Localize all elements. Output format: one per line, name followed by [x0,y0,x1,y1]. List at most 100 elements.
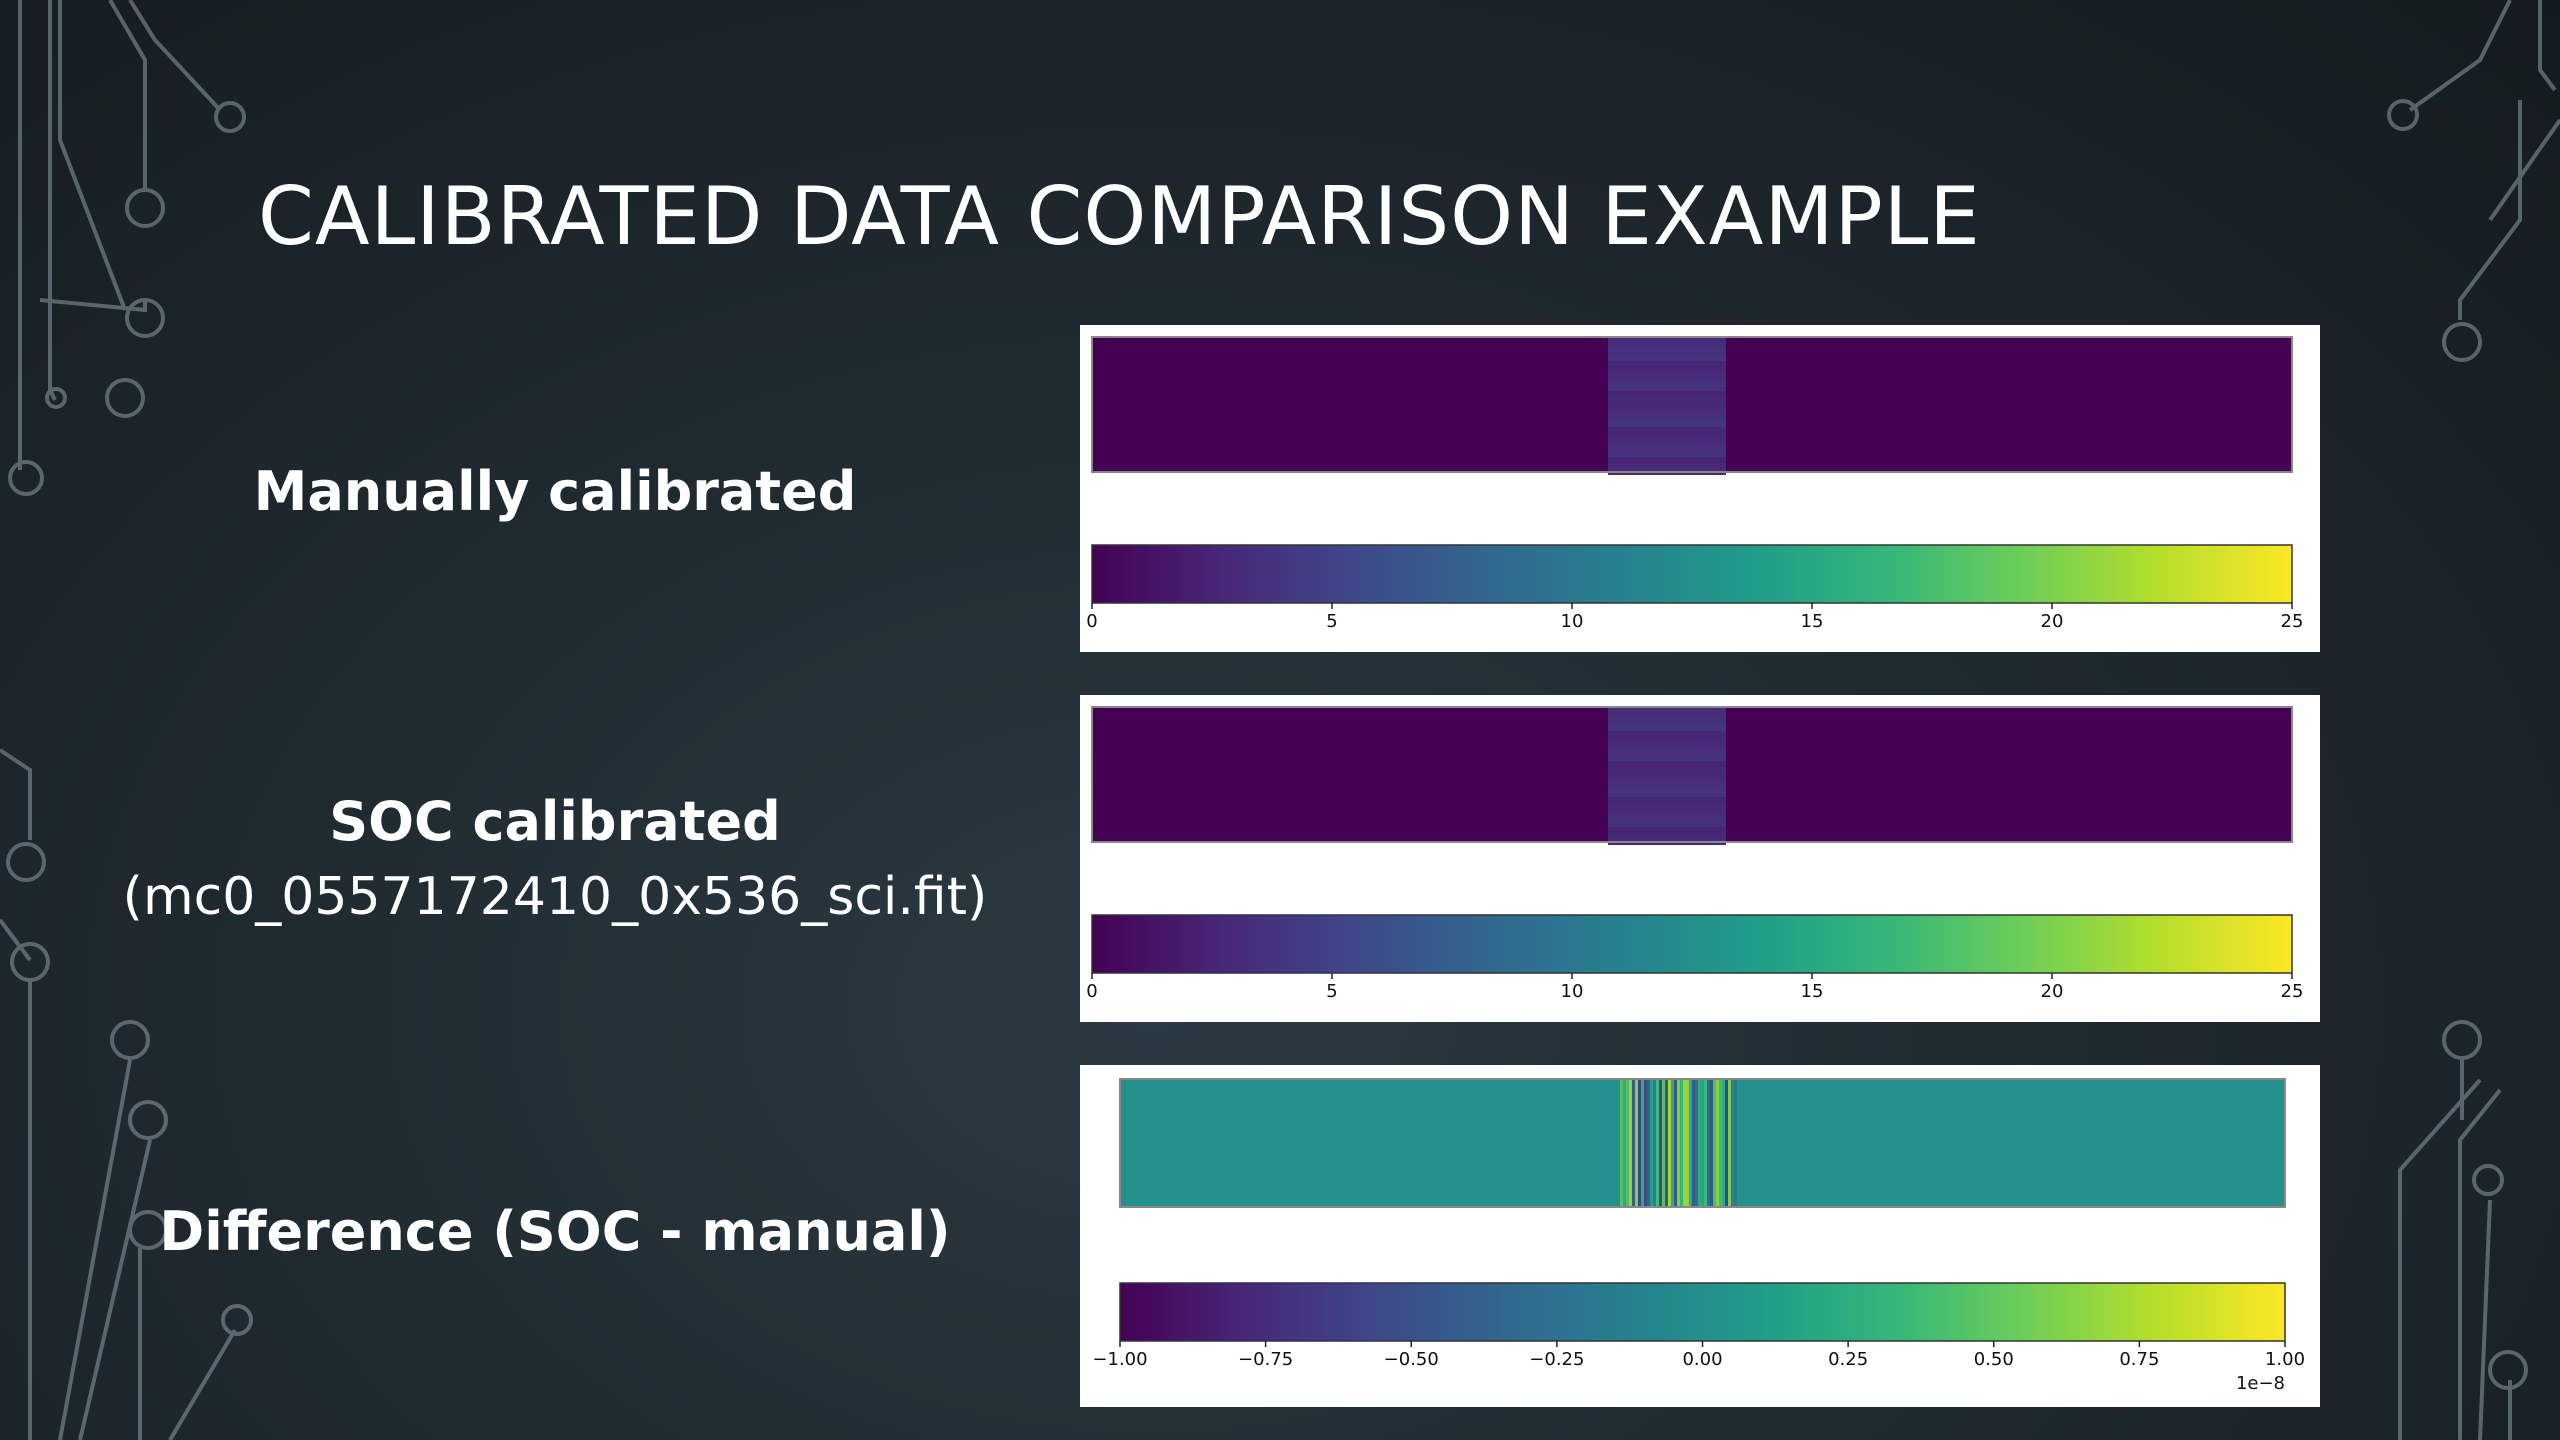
heatmap-band-row [1608,427,1726,433]
heatmap-band-row [1608,707,1726,713]
heatmap-band-stripe [1635,1079,1638,1207]
heatmap-band-row [1608,821,1726,827]
heatmap-band-stripe [1710,1079,1713,1207]
heatmap-band-row [1608,827,1726,833]
heatmap-band-row [1608,409,1726,415]
colorbar-tick-label: −0.25 [1529,1349,1584,1370]
heatmap-band-row [1608,463,1726,469]
heatmap-band-row [1608,737,1726,743]
heatmap-band-stripe [1734,1079,1737,1207]
heatmap-band-stripe [1662,1079,1665,1207]
heatmap-band-stripe [1620,1079,1623,1207]
heatmap-band-row [1608,761,1726,767]
heatmap-band-row [1608,731,1726,737]
heatmap-band-row [1608,367,1726,373]
heatmap-band-row [1608,743,1726,749]
heatmap-band-row [1608,451,1726,457]
colorbar-tick-label: 10 [1561,981,1584,1002]
heatmap-band-row [1608,719,1726,725]
heatmap-band-stripe [1641,1079,1644,1207]
label-difference-text: Difference (SOC - manual) [159,1200,951,1263]
heatmap-band-stripe [1719,1079,1722,1207]
heatmap-band-row [1608,373,1726,379]
heatmap-band-stripe [1695,1079,1698,1207]
colorbar-tick-label: 0 [1086,611,1097,632]
label-soc: SOC calibrated (mc0_0557172410_0x536_sci… [80,790,1030,927]
heatmap-band-stripe [1716,1079,1719,1207]
colorbar-tick-label: 0.00 [1682,1349,1722,1370]
colorbar-tick-label: 5 [1326,981,1337,1002]
heatmap-frame [1091,706,2293,843]
heatmap-soc: 0 5 10 15 20 25 [1086,706,2303,1002]
heatmap-band-row [1608,785,1726,791]
heatmap-band-row [1608,337,1726,343]
heatmap-band-row [1608,779,1726,785]
heatmap-band-stripe [1644,1079,1647,1207]
colorbar-tick-label: 20 [2041,611,2064,632]
heatmap-band-stripe [1674,1079,1677,1207]
heatmap-band-row [1608,361,1726,367]
label-soc-file: (mc0_0557172410_0x536_sci.fit) [122,867,988,927]
colorbar-tick-label: −1.00 [1092,1349,1147,1370]
heatmap-band-row [1608,773,1726,779]
slide-title: CALIBRATED DATA COMPARISON EXAMPLE [258,170,1981,263]
heatmap-band-row [1608,809,1726,815]
heatmap-band-row [1608,803,1726,809]
heatmap-band-row [1608,385,1726,391]
heatmap-band-row [1608,433,1726,439]
heatmap-frame [1091,336,2293,473]
heatmap-band-stripe [1701,1079,1704,1207]
heatmap-band-row [1608,833,1726,839]
heatmap-band-stripe [1653,1079,1656,1207]
colorbar-offset-label: 1e−8 [2236,1373,2285,1394]
colorbar-tick-label: 0.75 [2119,1349,2159,1370]
colorbar-tick-label: −0.75 [1238,1349,1293,1370]
heatmap-band-stripe [1725,1079,1728,1207]
heatmap-band-stripe [1671,1079,1674,1207]
label-soc-title: SOC calibrated [329,790,781,853]
panel-difference: −1.00 −0.75 −0.50 −0.25 0.00 0.25 0.50 0.75 1.00… [1080,1065,2320,1407]
label-manual: Manually calibrated [220,460,890,523]
colorbar-tick-label: 0.25 [1828,1349,1868,1370]
heatmap-band-row [1608,355,1726,361]
heatmap-band-stripe [1629,1079,1632,1207]
colorbar-tick-label: −0.50 [1384,1349,1439,1370]
heatmap-band-stripe [1707,1079,1710,1207]
panel-soc: 0 5 10 15 20 25 [1080,695,2320,1022]
heatmap-band-stripe [1668,1079,1671,1207]
heatmap-band-row [1608,379,1726,385]
heatmap-band-row [1608,349,1726,355]
heatmap-manual: 0 5 10 15 20 25 [1086,336,2304,632]
colorbar-tick-label: 15 [1801,981,1824,1002]
colorbar [1091,544,2293,604]
heatmap-band-row [1608,421,1726,427]
heatmap-band-row [1608,749,1726,755]
heatmap-band-stripe [1632,1079,1635,1207]
heatmap-band-stripe [1731,1079,1734,1207]
heatmap-band-stripe [1686,1079,1689,1207]
label-difference: Difference (SOC - manual) [150,1200,960,1263]
heatmap-band-stripe [1626,1079,1629,1207]
heatmap-band-row [1608,415,1726,421]
heatmap-band-stripe [1650,1079,1653,1207]
heatmap-band-row [1608,403,1726,409]
heatmap-band-stripe [1698,1079,1701,1207]
colorbar [1119,1282,2286,1342]
panel-manual: 0 5 10 15 20 25 [1080,325,2320,652]
heatmap-band-stripe [1722,1079,1725,1207]
colorbar [1091,914,2293,974]
colorbar-tick-label: 0.50 [1974,1349,2014,1370]
heatmap-band-stripe [1689,1079,1692,1207]
label-manual-text: Manually calibrated [253,460,857,523]
colorbar-tick-label: 20 [2041,981,2064,1002]
colorbar-tick-label: 0 [1086,981,1097,1002]
heatmap-band-stripe [1665,1079,1668,1207]
heatmap-band-row [1608,725,1726,731]
heatmap-band-stripe [1692,1079,1695,1207]
heatmap-difference: −1.00 −0.75 −0.50 −0.25 0.00 0.25 0.50 0.75 1.00… [1092,1078,2305,1394]
colorbar-tick-label: 1.00 [2265,1349,2305,1370]
heatmap-band-stripe [1656,1079,1659,1207]
heatmap-band-row [1608,457,1726,463]
colorbar-tick-label: 25 [2281,611,2304,632]
heatmap-band-row [1608,755,1726,761]
